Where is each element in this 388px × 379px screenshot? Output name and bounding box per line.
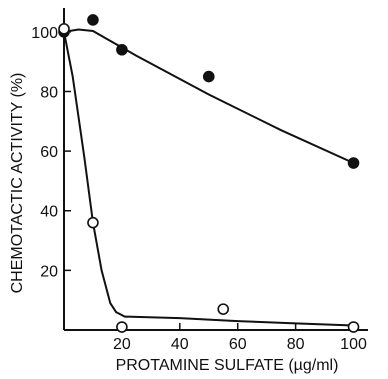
open-circle-point	[217, 303, 230, 315]
x-tick-label: 80	[287, 336, 305, 353]
open-circle-point	[347, 321, 360, 333]
x-tick-label: 40	[171, 336, 189, 353]
filled-circle-point	[347, 157, 360, 169]
fit-line-series-2	[63, 31, 354, 327]
y-tick-label: 80	[40, 84, 58, 101]
open-circle-point	[116, 321, 128, 333]
x-tick-label: 20	[113, 336, 131, 353]
fit-line-series-1	[63, 28, 354, 164]
open-circle-point	[58, 23, 70, 35]
tick-labels: 20 40 60 80 100 20 40 60 80 100	[31, 25, 367, 353]
y-tick-label: 40	[40, 204, 58, 221]
y-axis-label: CHEMOTACTIC ACTIVITY (%)	[9, 73, 26, 294]
x-tick-label: 60	[229, 336, 247, 353]
open-circle-point	[87, 216, 99, 229]
y-tick-label: 60	[40, 144, 58, 161]
y-tick-label: 100	[31, 25, 58, 42]
y-tick-label: 20	[40, 263, 58, 280]
filled-circle-point	[87, 14, 99, 26]
x-tick-label: 100	[340, 336, 367, 353]
filled-circle-point	[116, 43, 128, 56]
x-axis-label: PROTAMINE SULFATE (µg/ml)	[116, 357, 339, 374]
data-markers	[58, 14, 360, 333]
filled-circle-point	[202, 70, 215, 83]
axes	[63, 8, 368, 331]
